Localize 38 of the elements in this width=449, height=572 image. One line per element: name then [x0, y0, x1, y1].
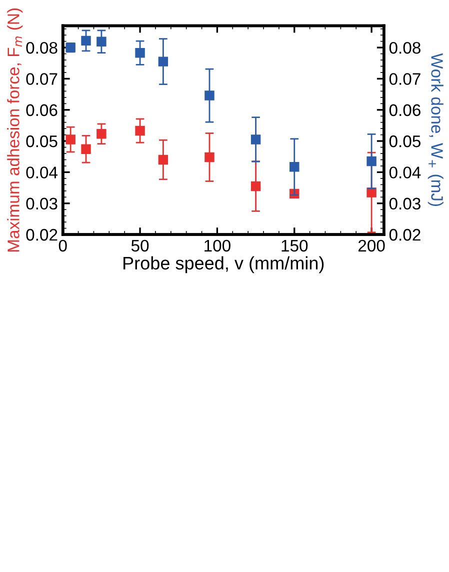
x-tick-label: 200	[358, 240, 385, 252]
y2-tick-label: 0.08	[389, 42, 420, 54]
point	[250, 134, 261, 144]
point	[135, 48, 145, 58]
x-tick-label: 150	[282, 240, 308, 252]
y-tick-label: 0.05	[26, 135, 58, 148]
point	[158, 154, 168, 165]
y-tick-label: 0.07	[26, 73, 58, 85]
x-axis-title: Probe speed, v (mm/min)	[124, 256, 324, 274]
point	[366, 188, 376, 198]
x-tick-label: 100	[204, 240, 230, 252]
point	[204, 90, 214, 100]
y2-tick-label: 0.02	[389, 228, 420, 241]
y2-tick-label: 0.04	[389, 166, 421, 178]
point	[96, 36, 106, 46]
y2-tick-label: 0.05	[389, 135, 420, 148]
y-tick-label: 0.04	[26, 166, 58, 178]
point	[250, 181, 261, 192]
x-tick-label: 50	[131, 240, 149, 252]
y2-tick-label: 0.03	[389, 198, 420, 210]
point	[366, 156, 376, 166]
y2-axis-title: Work done, W$_{+}$ (mJ)	[428, 53, 444, 206]
point	[81, 144, 91, 154]
y-tick-label: 0.02	[26, 228, 58, 241]
point	[158, 56, 168, 66]
y-tick-label: 0.08	[26, 42, 58, 54]
y-axis-title: Maximum adhesion force, F$_{m}$ (N)	[7, 8, 23, 252]
y2-tick-label: 0.06	[389, 104, 420, 116]
point	[135, 126, 145, 136]
point	[96, 129, 106, 139]
point	[66, 134, 76, 144]
y-tick-label: 0.06	[26, 104, 58, 116]
x-tick-label: 0	[58, 240, 67, 252]
point	[290, 162, 300, 172]
point	[81, 36, 91, 46]
y2-tick-label: 0.07	[389, 73, 420, 85]
y-tick-label: 0.03	[26, 198, 58, 210]
point	[204, 152, 214, 162]
